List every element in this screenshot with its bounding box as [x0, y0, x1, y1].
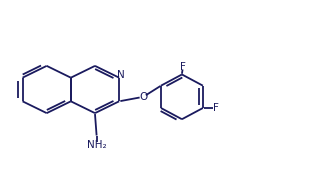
- Text: F: F: [213, 103, 219, 113]
- Text: NH₂: NH₂: [87, 140, 106, 150]
- Text: O: O: [139, 92, 147, 102]
- Text: N: N: [117, 70, 125, 80]
- Text: F: F: [180, 62, 186, 72]
